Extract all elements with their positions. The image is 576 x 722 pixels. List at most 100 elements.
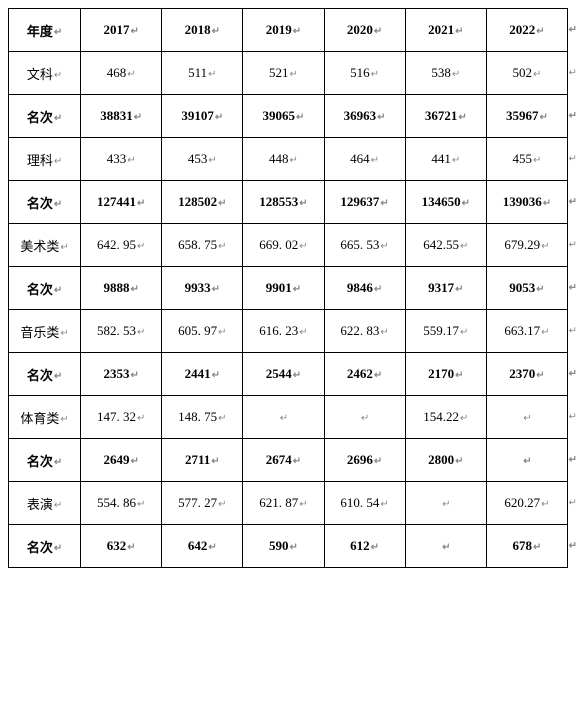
table-cell: 147. 32↵ [81,396,162,439]
para-mark-icon: ↵ [442,542,450,553]
cell-text: 582. 53 [97,323,136,338]
table-cell: 128553↵ [243,181,324,224]
row-end-mark-icon: ↵ [569,412,576,423]
table-cell: 127441↵ [81,181,162,224]
table-cell: 9846↵ [324,267,405,310]
para-mark-icon: ↵ [541,499,549,510]
para-mark-icon: ↵ [208,542,216,553]
cell-text: 433 [107,151,127,166]
para-mark-icon: ↵ [380,198,388,209]
cell-text: 129637 [340,194,379,209]
para-mark-icon: ↵ [54,113,62,124]
table-cell: 590↵ [243,525,324,568]
cell-text: 621. 87 [259,495,298,510]
cell-text: 39107 [181,108,214,123]
cell-text: 642. 95 [97,237,136,252]
cell-text: 590 [269,538,289,553]
cell-text: 663.17 [504,323,540,338]
para-mark-icon: ↵ [54,457,62,468]
table-cell: 620.27↵↵ [486,482,567,525]
cell-text: 9901 [266,280,292,295]
para-mark-icon: ↵ [541,241,549,252]
para-mark-icon: ↵ [218,198,226,209]
para-mark-icon: ↵ [290,69,298,80]
table-cell: 433↵ [81,138,162,181]
para-mark-icon: ↵ [54,70,62,81]
para-mark-icon: ↵ [137,198,145,209]
para-mark-icon: ↵ [60,242,68,253]
cell-text: 642.55 [423,237,459,252]
table-cell: 表演↵ [9,482,81,525]
para-mark-icon: ↵ [462,198,470,209]
para-mark-icon: ↵ [539,112,547,123]
para-mark-icon: ↵ [536,370,544,381]
row-end-mark-icon: ↵ [569,369,576,380]
para-mark-icon: ↵ [54,285,62,296]
para-mark-icon: ↵ [455,26,463,37]
table-cell: 美术类↵ [9,224,81,267]
para-mark-icon: ↵ [380,241,388,252]
para-mark-icon: ↵ [299,198,307,209]
table-cell: 642.55↵ [405,224,486,267]
table-cell: 2022↵↵ [486,9,567,52]
para-mark-icon: ↵ [293,26,301,37]
para-mark-icon: ↵ [131,284,139,295]
table-row: 名次↵9888↵9933↵9901↵9846↵9317↵9053↵↵ [9,267,568,310]
para-mark-icon: ↵ [299,499,307,510]
cell-text: 名次 [27,540,53,555]
cell-text: 2017 [104,22,130,37]
table-row: 文科↵468↵511↵521↵516↵538↵502↵↵ [9,52,568,95]
table-cell: 2353↵ [81,353,162,396]
cell-text: 502 [512,65,532,80]
para-mark-icon: ↵ [212,284,220,295]
table-cell: 148. 75↵ [162,396,243,439]
para-mark-icon: ↵ [54,371,62,382]
cell-text: 453 [188,151,208,166]
table-cell: 521↵ [243,52,324,95]
para-mark-icon: ↵ [137,413,145,424]
cell-text: 9888 [104,280,130,295]
table-cell: 2370↵↵ [486,353,567,396]
table-cell: 体育类↵ [9,396,81,439]
table-cell: 2544↵ [243,353,324,396]
para-mark-icon: ↵ [533,69,541,80]
para-mark-icon: ↵ [290,542,298,553]
table-row: 体育类↵147. 32↵148. 75↵↵↵154.22↵↵↵ [9,396,568,439]
cell-text: 2800 [428,452,454,467]
cell-text: 679.29 [504,237,540,252]
table-cell: 642. 95↵ [81,224,162,267]
cell-text: 名次 [27,454,53,469]
cell-text: 35967 [506,108,539,123]
table-cell: 36963↵ [324,95,405,138]
cell-text: 669. 02 [259,237,298,252]
table-cell: 38831↵ [81,95,162,138]
cell-text: 36963 [344,108,377,123]
cell-text: 39065 [263,108,296,123]
cell-text: 体育类 [20,411,59,426]
cell-text: 610. 54 [340,495,379,510]
para-mark-icon: ↵ [218,241,226,252]
table-row: 名次↵127441↵128502↵128553↵129637↵134650↵13… [9,181,568,224]
cell-text: 2462 [347,366,373,381]
table-cell: 538↵ [405,52,486,95]
cell-text: 554. 86 [97,495,136,510]
row-end-mark-icon: ↵ [569,455,576,466]
para-mark-icon: ↵ [208,155,216,166]
para-mark-icon: ↵ [211,456,219,467]
table-cell: 名次↵ [9,439,81,482]
para-mark-icon: ↵ [290,155,298,166]
row-end-mark-icon: ↵ [569,25,576,36]
cell-text: 455 [512,151,532,166]
table-cell: 139036↵↵ [486,181,567,224]
table-cell: 2696↵ [324,439,405,482]
cell-text: 美术类 [20,239,59,254]
table-cell: 39107↵ [162,95,243,138]
cell-text: 468 [107,65,127,80]
para-mark-icon: ↵ [131,370,139,381]
para-mark-icon: ↵ [127,155,135,166]
cell-text: 665. 53 [340,237,379,252]
cell-text: 文科 [27,67,53,82]
para-mark-icon: ↵ [54,199,62,210]
cell-text: 名次 [27,368,53,383]
table-cell: 468↵ [81,52,162,95]
